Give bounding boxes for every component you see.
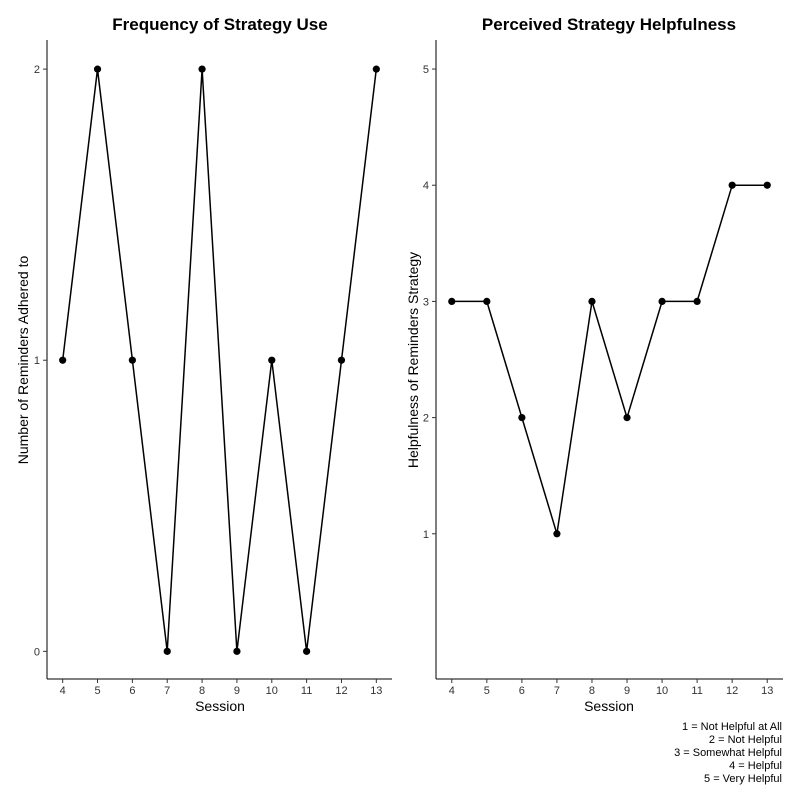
x-tick-label: 12 [335, 685, 347, 697]
data-point [163, 647, 171, 655]
series-line [61, 69, 378, 652]
series-line [451, 184, 768, 535]
x-tick-label: 5 [484, 685, 490, 697]
data-point [693, 297, 701, 306]
caption-line: 1 = Not Helpful at All [682, 721, 782, 733]
x-tick-label: 13 [761, 685, 773, 697]
data-point [268, 356, 276, 364]
x-tick-label: 4 [449, 685, 455, 697]
y-tick-label: 1 [423, 529, 429, 541]
y-axis-label: Helpfulness of Reminders Strategy [405, 252, 421, 468]
y-tick-label: 1 [34, 355, 40, 367]
data-point [483, 297, 491, 306]
data-point [128, 356, 136, 364]
x-tick-label: 7 [164, 685, 170, 697]
data-point [198, 65, 206, 73]
data-point [337, 356, 346, 364]
x-tick-label: 10 [266, 685, 278, 697]
data-point [623, 413, 631, 422]
x-tick-label: 11 [691, 685, 702, 697]
x-axis-label: Session [584, 698, 634, 714]
x-tick-label: 7 [554, 685, 560, 697]
x-tick-label: 6 [519, 685, 525, 697]
chart-title: Perceived Strategy Helpfulness [482, 15, 736, 34]
data-point [728, 181, 736, 189]
y-tick-label: 0 [34, 646, 40, 658]
data-point [303, 647, 311, 655]
x-tick-label: 9 [624, 685, 630, 697]
data-point [588, 297, 596, 306]
chart-title: Frequency of Strategy Use [112, 15, 327, 34]
x-tick-label: 10 [656, 685, 668, 697]
x-tick-label: 12 [726, 685, 738, 697]
data-point [448, 297, 456, 306]
data-point [553, 530, 561, 538]
caption-line: 3 = Somewhat Helpful [674, 747, 782, 759]
helpfulness-scale-caption: 1 = Not Helpful at All 2 = Not Helpful 3… [674, 721, 782, 785]
panel-frequency: Frequency of Strategy Use Session Number… [15, 15, 392, 714]
y-axis-label: Number of Reminders Adhered to [15, 256, 31, 465]
y-tick-label: 2 [423, 413, 429, 425]
y-tick-label: 3 [423, 296, 429, 308]
caption-line: 4 = Helpful [729, 760, 782, 772]
panel-helpfulness: Perceived Strategy Helpfulness Session H… [405, 15, 783, 714]
data-point [59, 356, 67, 364]
x-tick-label: 11 [301, 685, 312, 697]
x-tick-label: 8 [589, 685, 595, 697]
y-tick-label: 5 [423, 64, 429, 76]
x-tick-label: 4 [60, 685, 66, 697]
x-tick-label: 5 [94, 685, 100, 697]
y-tick-label: 4 [423, 180, 429, 192]
data-point [233, 647, 241, 655]
data-point [372, 65, 380, 73]
data-point [763, 181, 771, 189]
x-tick-label: 9 [234, 685, 240, 697]
caption-line: 5 = Very Helpful [704, 773, 782, 785]
x-tick-label: 13 [370, 685, 382, 697]
data-point [518, 413, 526, 422]
x-tick-label: 8 [199, 685, 205, 697]
caption-line: 2 = Not Helpful [709, 734, 782, 746]
x-tick-label: 6 [129, 685, 135, 697]
data-point [658, 297, 666, 306]
x-axis-label: Session [195, 698, 245, 714]
data-point [93, 65, 102, 73]
y-tick-label: 2 [34, 64, 40, 76]
